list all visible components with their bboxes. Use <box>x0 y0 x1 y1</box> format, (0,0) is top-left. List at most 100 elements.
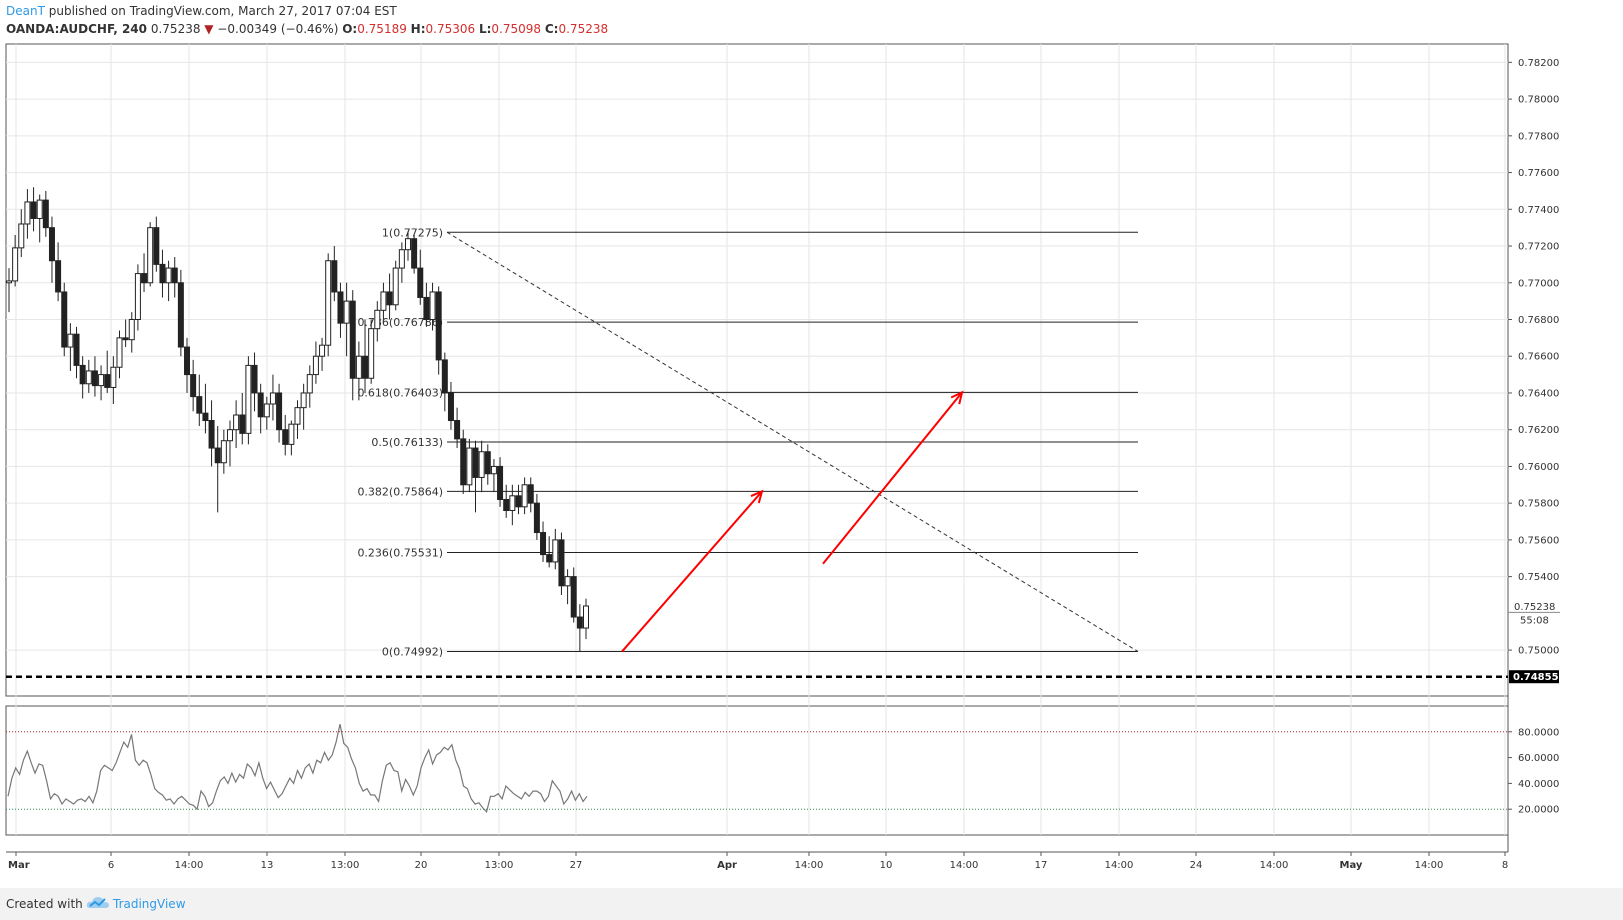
price-pane-frame <box>5 43 1509 697</box>
time-tick-label: 20 <box>415 860 428 871</box>
red-arrow-shaft <box>621 490 763 653</box>
candle-up <box>521 484 528 508</box>
candle-up <box>294 407 301 425</box>
low-label: L: <box>478 22 492 36</box>
candle-down <box>546 554 553 563</box>
candle-down <box>257 392 264 418</box>
candle-down <box>91 370 98 387</box>
time-tick-label: 27 <box>570 860 583 871</box>
candle-up <box>12 247 19 282</box>
candle-down <box>276 392 283 431</box>
time-tick-label: 10 <box>880 860 893 871</box>
time-tick-label: Apr <box>717 860 737 871</box>
price-change: −0.00349 (−0.46%) <box>217 22 339 36</box>
price-axis: 0.78200 0.78000 0.77800 0.77600 0.77400 0.772… <box>1508 58 1560 657</box>
candle-down <box>454 420 461 440</box>
symbol-name[interactable]: OANDA:AUDCHF, 240 <box>6 22 148 36</box>
price-tick-label: 0.77800 <box>1518 131 1559 142</box>
tradingview-cloud-icon[interactable] <box>86 894 110 912</box>
candle-up <box>226 429 233 442</box>
time-tick-label: 14:00 <box>175 860 204 871</box>
price-tick-label: 0.75600 <box>1518 535 1559 546</box>
candle-up <box>85 370 92 385</box>
red-arrow-head <box>950 390 964 405</box>
candle-down <box>177 282 184 348</box>
candle-up <box>288 423 295 445</box>
candle-up <box>67 333 74 348</box>
candle-down <box>153 227 160 265</box>
candle-down <box>190 374 197 398</box>
publish-line: DeanT published on TradingView.com, Marc… <box>6 4 397 18</box>
candle-up <box>478 451 485 478</box>
fib-level-label: 0.236(0.75531) <box>357 547 443 560</box>
candle-down <box>515 495 522 508</box>
candle-up <box>343 300 350 324</box>
candle-up <box>564 576 571 587</box>
candle-down <box>208 420 215 449</box>
candle-down <box>48 227 55 262</box>
candle-up <box>355 355 362 379</box>
fibonacci-retracement[interactable]: 1(0.77275)0.786(0.76786)0.618(0.76403)0.… <box>357 226 1139 659</box>
candle-down <box>42 199 49 229</box>
price-tick-label: 0.76800 <box>1518 315 1559 326</box>
price-tick-label: 0.75000 <box>1518 646 1559 657</box>
candle-up <box>233 414 240 431</box>
price-tick-label: 0.77400 <box>1518 205 1559 216</box>
rsi-line <box>7 723 588 813</box>
candle-down <box>503 498 510 512</box>
candle-up <box>325 260 332 346</box>
candle-down <box>570 576 577 618</box>
candle-up <box>24 201 31 225</box>
tradingview-brand[interactable]: TradingView <box>113 897 186 911</box>
red-arrow-head <box>750 489 764 504</box>
candle-down <box>417 267 424 298</box>
rsi-tick-label: 20.0000 <box>1518 805 1559 816</box>
close-label: C: <box>544 22 559 36</box>
last-price-label: 0.75238 <box>1514 602 1555 613</box>
candle-up <box>98 374 105 387</box>
price-tick-label: 0.78000 <box>1518 95 1559 106</box>
price-tick-label: 0.77600 <box>1518 168 1559 179</box>
time-tick-label: May <box>1340 860 1363 871</box>
close-value: 0.75238 <box>558 22 609 36</box>
candle-down <box>540 532 547 556</box>
candle-down <box>79 364 86 385</box>
annotation-arrows[interactable] <box>621 390 964 653</box>
candle-down <box>55 260 62 293</box>
price-tick-label: 0.76200 <box>1518 425 1559 436</box>
fib-level-label: 1(0.77275) <box>382 226 443 239</box>
candle-up <box>374 309 381 330</box>
low-value: 0.75098 <box>491 22 542 36</box>
candle-down <box>576 616 583 629</box>
time-tick-label: 13:00 <box>331 860 360 871</box>
time-tick-label: 6 <box>108 860 114 871</box>
time-tick-label: 14:00 <box>795 860 824 871</box>
candle-down <box>423 296 430 320</box>
candle-up <box>269 392 276 405</box>
time-tick-label: 14:00 <box>1105 860 1134 871</box>
candle-up <box>312 355 319 376</box>
open-label: O: <box>342 22 358 36</box>
candle-up <box>110 366 117 388</box>
candle-up <box>147 227 154 284</box>
candle-down <box>239 414 246 434</box>
candle-down <box>441 359 448 394</box>
candle-down <box>447 392 454 422</box>
price-tick-label: 0.77000 <box>1518 278 1559 289</box>
red-arrow-shaft <box>822 391 963 565</box>
candle-down <box>497 465 504 500</box>
candle-down <box>214 447 221 464</box>
author-link[interactable]: DeanT <box>6 4 45 18</box>
price-tick-label: 0.76400 <box>1518 388 1559 399</box>
candle-up <box>18 223 25 249</box>
rsi-tick-label: 80.0000 <box>1518 727 1559 738</box>
symbol-line: OANDA:AUDCHF, 240 0.75238 ▼ −0.00349 (−0… <box>6 22 608 36</box>
marker-price-label: 0.74855 <box>1513 672 1559 683</box>
candle-up <box>552 539 559 563</box>
candle-down <box>171 267 178 284</box>
candle-up <box>392 267 399 306</box>
footer-bar: Created with TradingView <box>0 888 1623 920</box>
rsi-tick-label: 60.0000 <box>1518 753 1559 764</box>
candle-down <box>386 291 393 306</box>
